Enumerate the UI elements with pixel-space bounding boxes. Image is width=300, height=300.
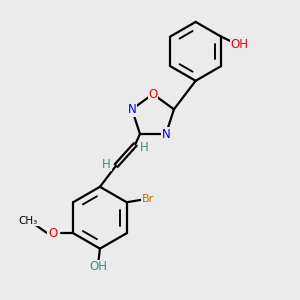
Text: N: N [128,103,136,116]
Text: Br: Br [142,194,154,204]
Text: CH₃: CH₃ [19,216,38,226]
Text: OH: OH [89,260,107,273]
Text: N: N [161,128,170,140]
Text: O: O [48,227,57,240]
Text: H: H [140,141,148,154]
Text: H: H [102,158,111,171]
Text: OH: OH [230,38,248,51]
Text: O: O [148,88,158,100]
